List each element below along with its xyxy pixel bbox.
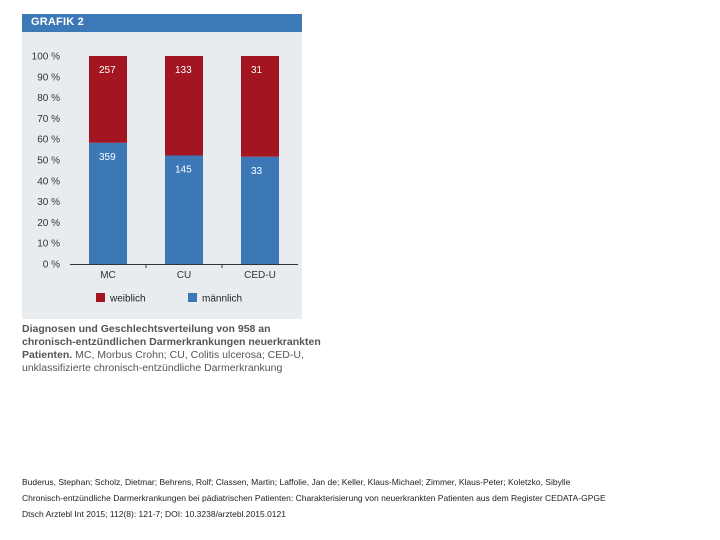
data-label: 257 bbox=[99, 65, 116, 76]
y-tick-label: 50 % bbox=[37, 156, 60, 167]
y-tick-label: 90 % bbox=[37, 72, 60, 83]
citation-authors: Buderus, Stephan; Scholz, Dietmar; Behre… bbox=[22, 477, 571, 487]
y-tick-label: 0 % bbox=[43, 260, 60, 271]
x-axis-categories: MC CU CED-U bbox=[100, 264, 276, 281]
data-label: 145 bbox=[175, 165, 192, 176]
data-label: 133 bbox=[175, 65, 192, 76]
bar-segment bbox=[89, 142, 127, 264]
x-category-label: MC bbox=[100, 270, 116, 281]
y-tick-label: 80 % bbox=[37, 93, 60, 104]
caption-normal-text: MC, Morbus Crohn; CU, Colitis ulcerosa; … bbox=[22, 349, 304, 374]
stacked-bar-chart: 0 % 10 % 20 % 30 % 40 % 50 % 60 % 70 % 80 % 90 % 1… bbox=[32, 52, 298, 305]
figure-panel: GRAFIK 2 0 % 10 % 20 % 30 % 40 % 50 % 60 % 70 %… bbox=[22, 14, 302, 319]
citation-block: Buderus, Stephan; Scholz, Dietmar; Behre… bbox=[22, 474, 712, 522]
y-tick-label: 40 % bbox=[37, 176, 60, 187]
legend: weiblich männlich bbox=[96, 293, 242, 305]
legend-swatch bbox=[188, 293, 197, 302]
figure-caption: Diagnosen und Geschlechtsverteilung von … bbox=[22, 323, 322, 375]
bar-segment bbox=[241, 56, 279, 157]
data-label: 359 bbox=[99, 152, 116, 163]
bar-segment bbox=[165, 155, 203, 264]
figure-header-bar: GRAFIK 2 bbox=[22, 14, 302, 32]
y-tick-label: 10 % bbox=[37, 239, 60, 250]
bar-segment bbox=[165, 56, 203, 156]
x-category-label: CU bbox=[177, 270, 191, 281]
bars: 359 257 145 133 33 31 bbox=[89, 56, 279, 264]
figure-header-label: GRAFIK 2 bbox=[31, 16, 84, 28]
legend-label: männlich bbox=[202, 294, 242, 305]
legend-swatch bbox=[96, 293, 105, 302]
y-axis-ticks: 0 % 10 % 20 % 30 % 40 % 50 % 60 % 70 % 80 % 90 % 1… bbox=[32, 52, 60, 271]
x-category-label: CED-U bbox=[244, 270, 276, 281]
citation-title: Chronisch-entzündliche Darmerkrankungen … bbox=[22, 493, 606, 503]
y-tick-label: 30 % bbox=[37, 197, 60, 208]
bar-segment bbox=[241, 156, 279, 264]
y-tick-label: 20 % bbox=[37, 218, 60, 229]
data-label: 33 bbox=[251, 166, 263, 177]
citation-source: Dtsch Arztebl Int 2015; 112(8): 121-7; D… bbox=[22, 509, 286, 519]
data-label: 31 bbox=[251, 65, 263, 76]
bar-segment bbox=[89, 56, 127, 143]
caption-bold-text: Diagnosen und Geschlechtsverteilung von … bbox=[22, 323, 321, 361]
y-tick-label: 60 % bbox=[37, 135, 60, 146]
legend-label: weiblich bbox=[109, 294, 146, 305]
y-tick-label: 100 % bbox=[32, 52, 60, 63]
y-tick-label: 70 % bbox=[37, 114, 60, 125]
